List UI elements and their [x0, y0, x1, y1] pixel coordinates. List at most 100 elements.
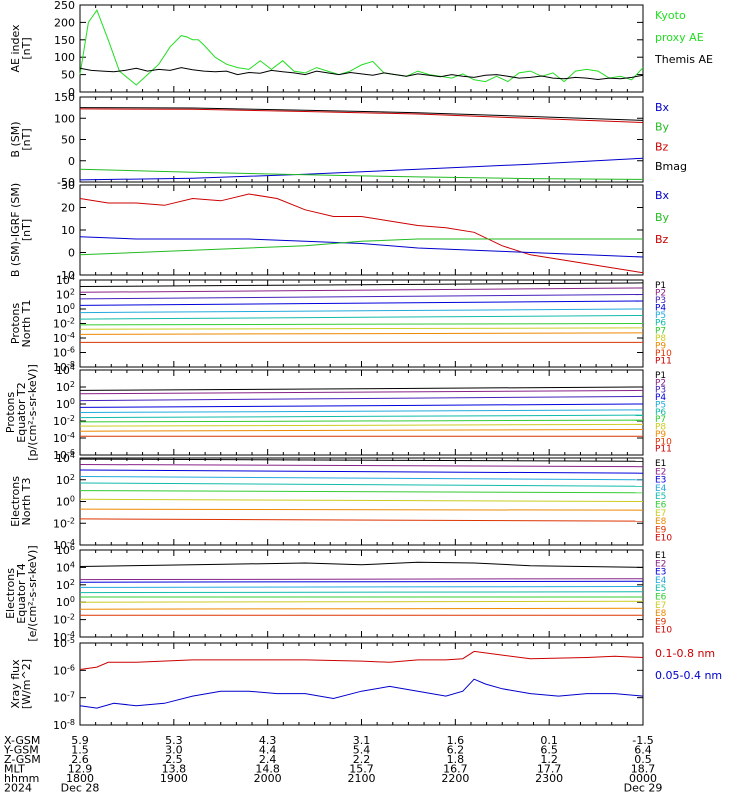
legend-entry: E2: [655, 559, 666, 569]
legend-entry: P5: [655, 400, 666, 410]
x-axis-value: 18.7: [631, 763, 656, 776]
series-line: [79, 294, 644, 300]
legend-entry: proxy AE: [655, 31, 704, 44]
legend-entry: E2: [655, 467, 666, 477]
legend-entry: P1: [655, 371, 666, 381]
legend-entry: E3: [655, 568, 666, 578]
x-axis-value: 0000: [629, 772, 657, 785]
x-axis-value: 5.9: [71, 734, 89, 747]
x-axis-value: 1.5: [71, 744, 89, 757]
x-axis-value: 5.4: [353, 744, 371, 757]
y-axis-label: [nT]: [20, 128, 33, 150]
x-axis-value: 0.1: [540, 734, 558, 747]
y-tick-label: 10-5: [53, 636, 75, 650]
legend-entry: P9: [655, 341, 666, 351]
y-tick-label: 10-4: [53, 431, 75, 445]
legend-entry: E3: [655, 476, 666, 486]
y-tick-label: 100: [56, 595, 75, 609]
y-tick-label: 20: [61, 202, 75, 215]
x-axis-value: 1800: [66, 772, 94, 785]
series-line: [79, 458, 644, 462]
y-axis-label: Equator T4: [15, 563, 28, 623]
x-axis-value: 3.1: [353, 734, 371, 747]
x-axis-value: 0.5: [634, 753, 652, 766]
x-axis-value: 15.7: [349, 763, 374, 776]
series-line: [79, 9, 644, 86]
y-tick-label: 50: [61, 69, 75, 82]
series-line: [79, 607, 644, 610]
x-axis-value: Dec 28: [61, 782, 100, 795]
y-axis-label: [nT]: [20, 219, 33, 241]
series-line: [79, 414, 644, 419]
legend-entry: E9: [655, 525, 667, 535]
legend-entry: P10: [655, 437, 672, 447]
x-axis-value: 16.7: [443, 763, 468, 776]
x-axis-value: 2200: [441, 772, 469, 785]
x-axis-value: 4.4: [259, 744, 277, 757]
series-line: [79, 108, 644, 123]
x-axis-value: 2300: [535, 772, 563, 785]
series-line: [79, 236, 644, 258]
series-line: [79, 157, 644, 181]
y-tick-label: 100: [54, 51, 75, 64]
legend-entry: E6: [655, 501, 667, 511]
y-axis-label: Protons: [9, 303, 22, 344]
y-tick-label: 104: [56, 451, 75, 465]
x-axis-value: 6.5: [540, 744, 558, 757]
series-line: [79, 238, 643, 256]
series-line: [79, 287, 644, 293]
legend-entry: E5: [655, 492, 666, 502]
x-axis-value: -1.5: [632, 734, 653, 747]
x-axis-value: 13.8: [162, 763, 187, 776]
y-axis-label: Electrons: [9, 476, 22, 527]
series-line: [79, 591, 644, 594]
legend-entry: P11: [655, 356, 672, 366]
x-axis-value: 3.0: [165, 744, 183, 757]
y-tick-label: 104: [56, 560, 75, 574]
legend-entry: Bmag: [655, 160, 687, 173]
legend-entry: P6: [655, 319, 666, 329]
y-tick-label: 10-2: [53, 317, 75, 331]
legend-entry: By: [655, 211, 670, 224]
y-axis-label: Equator T2: [15, 382, 28, 442]
legend-entry: E10: [655, 534, 672, 544]
legend-entry: E7: [655, 601, 666, 611]
y-tick-label: 10-6: [53, 346, 75, 360]
legend-entry: E8: [655, 609, 667, 619]
y-tick-label: 10-8: [53, 718, 75, 732]
legend-entry: 0.05-0.4 nm: [655, 669, 722, 682]
x-axis-value: 14.8: [255, 763, 280, 776]
series-line: [79, 389, 644, 395]
series-line: [79, 300, 644, 306]
y-tick-label: 10-6: [53, 448, 75, 462]
y-tick-label: 10: [61, 224, 75, 237]
series-line: [79, 395, 644, 402]
legend-entry: E4: [655, 484, 667, 494]
series-line: [79, 386, 644, 391]
legend-entry: E1: [655, 459, 666, 469]
series-line: [79, 193, 644, 274]
series-line: [79, 423, 644, 427]
legend-entry: E5: [655, 584, 666, 594]
x-axis-value: 2.4: [259, 753, 277, 766]
y-tick-label: 10-4: [53, 331, 75, 345]
series-line: [79, 650, 644, 670]
panel-frame: [79, 642, 644, 726]
series-line: [79, 498, 644, 502]
y-tick-label: 102: [56, 380, 75, 394]
y-axis-label: [e/(cm²-s-sr-keV)]: [26, 545, 39, 641]
x-axis-value: 4.3: [259, 734, 277, 747]
legend-entry: P3: [655, 296, 666, 306]
y-axis-label: Protons: [4, 392, 17, 433]
legend-entry: P6: [655, 408, 666, 418]
legend-entry: E10: [655, 626, 672, 636]
legend-entry: P2: [655, 289, 666, 299]
x-axis-value: 2.6: [71, 753, 89, 766]
legend-entry: 0.1-0.8 nm: [655, 647, 715, 660]
y-tick-label: 10-6: [53, 663, 75, 677]
y-tick-label: 106: [56, 543, 75, 557]
series-line: [79, 409, 644, 413]
y-tick-label: 30: [61, 179, 75, 192]
series-line: [79, 518, 644, 522]
y-tick-label: 10-2: [53, 613, 75, 627]
